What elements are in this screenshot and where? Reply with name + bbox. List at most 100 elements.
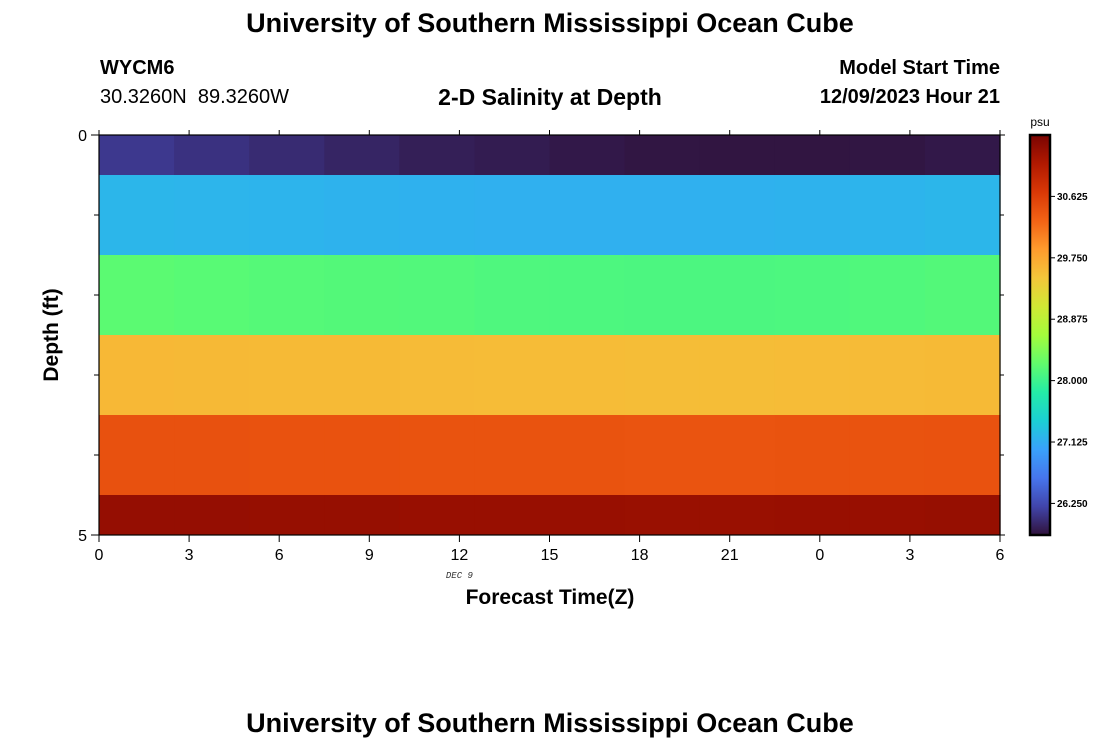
y-tick-label: 0 xyxy=(78,128,87,145)
heatmap-cell xyxy=(849,175,926,256)
colorbar: 26.250 27.125 28.000 28.875 29.750 30.625 psu xyxy=(1028,115,1088,537)
heatmap-cell xyxy=(99,255,175,336)
heatmap-cell xyxy=(324,495,400,536)
heatmap-cell xyxy=(249,335,325,416)
heatmap-cell xyxy=(549,175,626,256)
heatmap-cell xyxy=(774,415,851,496)
x-axis-label: Forecast Time(Z) xyxy=(466,586,635,609)
heatmap-cell xyxy=(849,255,926,336)
heatmap-cell xyxy=(174,175,250,256)
y-axis: 05 xyxy=(78,128,1005,545)
footer-title: University of Southern Mississippi Ocean… xyxy=(246,708,854,738)
heatmap-cell xyxy=(849,335,926,416)
heatmap-cell xyxy=(774,135,851,176)
heatmap-cell xyxy=(774,175,851,256)
heatmap-cell xyxy=(324,175,400,256)
heatmap-cell xyxy=(924,135,1001,176)
heatmap-cell xyxy=(924,495,1001,536)
heatmap-cell xyxy=(549,335,626,416)
heatmap-cell xyxy=(624,335,701,416)
y-axis-label: Depth (ft) xyxy=(40,288,63,381)
heatmap-cell xyxy=(99,335,175,416)
heatmap-cell xyxy=(99,415,175,496)
x-tick-label: 18 xyxy=(631,547,649,564)
heatmap-cell xyxy=(249,175,325,256)
x-tick-label: 21 xyxy=(721,547,739,564)
heatmap-cell xyxy=(99,135,175,176)
heatmap-cell xyxy=(249,495,325,536)
heatmap-cell xyxy=(249,415,325,496)
colorbar-tick-label: 29.750 xyxy=(1057,253,1088,264)
heatmap-cell xyxy=(474,135,551,176)
heatmap-cell xyxy=(924,255,1001,336)
heatmap-cell xyxy=(399,495,476,536)
heatmap-cell xyxy=(699,175,776,256)
heatmap-cell xyxy=(99,175,175,256)
x-tick-label: 12 xyxy=(451,547,469,564)
heatmap-cell xyxy=(924,175,1001,256)
model-start-value: 12/09/2023 Hour 21 xyxy=(819,86,1000,108)
station-coordinates: 30.3260N 89.3260W xyxy=(100,86,290,108)
heatmap-cell xyxy=(924,335,1001,416)
chart-title: 2-D Salinity at Depth xyxy=(438,84,662,110)
x-tick-label: 6 xyxy=(275,547,284,564)
page-title: University of Southern Mississippi Ocean… xyxy=(246,8,854,38)
heatmap-cell xyxy=(699,335,776,416)
heatmap-cell xyxy=(474,175,551,256)
x-tick-label: 6 xyxy=(996,547,1005,564)
heatmap-cell xyxy=(774,255,851,336)
heatmap-cell xyxy=(474,495,551,536)
colorbar-tick-label: 28.875 xyxy=(1057,315,1088,326)
colorbar-gradient xyxy=(1028,133,1052,537)
heatmap-cell xyxy=(924,415,1001,496)
model-start-label: Model Start Time xyxy=(839,57,1000,79)
heatmap-cell xyxy=(774,495,851,536)
heatmap-cell xyxy=(549,415,626,496)
heatmap-cell xyxy=(174,495,250,536)
colorbar-tick-label: 28.000 xyxy=(1057,376,1088,387)
heatmap-cell xyxy=(99,495,175,536)
heatmap-cell xyxy=(174,335,250,416)
heatmap-cell xyxy=(849,135,926,176)
colorbar-unit: psu xyxy=(1030,115,1049,129)
heatmap-cell xyxy=(849,415,926,496)
heatmap-cell xyxy=(249,135,325,176)
heatmap-cell xyxy=(174,135,250,176)
heatmap-cell xyxy=(699,415,776,496)
x-tick-label: 0 xyxy=(815,547,824,564)
colorbar-tick-label: 27.125 xyxy=(1057,438,1088,449)
x-tick-label: 15 xyxy=(541,547,559,564)
heatmap-cell xyxy=(624,175,701,256)
heatmap-cell xyxy=(399,255,476,336)
heatmap-cell xyxy=(849,495,926,536)
heatmap-cell xyxy=(399,175,476,256)
x-tick-label: 3 xyxy=(185,547,194,564)
heatmap-cell xyxy=(549,495,626,536)
heatmap-cell xyxy=(324,255,400,336)
heatmap-cell xyxy=(324,335,400,416)
heatmap-cell xyxy=(324,135,400,176)
x-tick-label: 3 xyxy=(905,547,914,564)
station-id: WYCM6 xyxy=(100,57,175,79)
x-tick-label: 9 xyxy=(365,547,374,564)
heatmap-cell xyxy=(249,255,325,336)
heatmap-cell xyxy=(624,415,701,496)
heatmap-cell xyxy=(549,135,626,176)
y-tick-label: 5 xyxy=(78,528,87,545)
heatmap-cell xyxy=(474,335,551,416)
heatmap-cell xyxy=(624,495,701,536)
heatmap-cell xyxy=(399,415,476,496)
heatmap-cell xyxy=(624,255,701,336)
heatmap-cell xyxy=(324,415,400,496)
colorbar-tick-label: 30.625 xyxy=(1057,192,1088,203)
heatmap-cells xyxy=(99,135,1001,536)
heatmap-cell xyxy=(624,135,701,176)
x-tick-label: 0 xyxy=(95,547,104,564)
heatmap-cell xyxy=(174,255,250,336)
heatmap-cell xyxy=(699,255,776,336)
heatmap-cell xyxy=(699,495,776,536)
heatmap-cell xyxy=(474,255,551,336)
heatmap-cell xyxy=(474,415,551,496)
